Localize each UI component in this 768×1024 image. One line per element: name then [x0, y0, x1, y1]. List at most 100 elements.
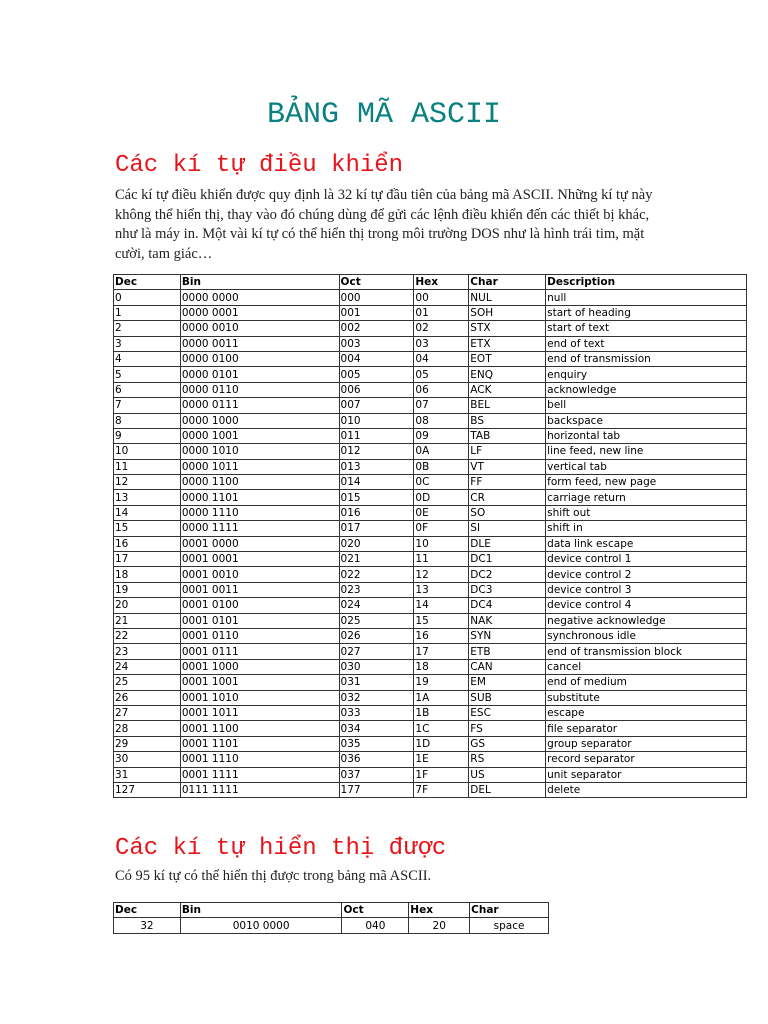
cell-hex: 0E: [413, 504, 470, 522]
cell-char: EM: [468, 674, 547, 691]
cell-dec: 31: [113, 766, 181, 783]
cell-bin: 0001 0101: [179, 612, 340, 629]
cell-description: form feed, new page: [545, 474, 747, 491]
cell-hex: 0B: [413, 458, 470, 476]
cell-hex: 12: [413, 566, 470, 583]
cell-char: EOT: [468, 350, 547, 368]
cell-char: STX: [468, 320, 547, 337]
cell-dec: 11: [113, 458, 181, 476]
column-header-hex: Hex: [408, 901, 471, 919]
column-header-char: Char: [469, 901, 549, 919]
table-row: 27 0001 1011 033 1B ESC escape: [113, 704, 747, 722]
cell-dec: 8: [113, 412, 181, 429]
cell-oct: 027: [338, 643, 415, 660]
cell-char: ETB: [468, 643, 547, 660]
cell-hex: 18: [413, 658, 470, 676]
cell-dec: 127: [113, 781, 181, 799]
cell-description: end of text: [545, 335, 747, 352]
cell-hex: 0F: [413, 520, 470, 537]
cell-description: vertical tab: [545, 458, 747, 476]
cell-hex: 13: [413, 581, 470, 599]
cell-description: enquiry: [545, 366, 747, 383]
cell-char: CR: [468, 489, 547, 506]
cell-description: device control 3: [545, 581, 747, 599]
table-row: 20 0001 0100 024 14 DC4 device control 4: [113, 597, 747, 614]
cell-description: end of transmission block: [545, 643, 747, 660]
cell-dec: 3: [113, 335, 181, 352]
cell-description: carriage return: [545, 489, 747, 506]
cell-bin: 0010 0000: [179, 917, 343, 934]
control-chars-table: Dec Bin Oct Hex Char Description 0 0000 0000 000…: [113, 273, 747, 799]
cell-dec: 28: [113, 720, 181, 737]
cell-description: start of heading: [545, 304, 747, 322]
cell-hex: 02: [413, 320, 470, 337]
cell-char: DC1: [468, 551, 547, 568]
cell-dec: 5: [113, 366, 181, 383]
table-row: 7 0000 0111 007 07 BEL bell: [113, 397, 747, 414]
cell-hex: 0A: [413, 443, 470, 460]
cell-char: TAB: [468, 427, 547, 445]
cell-oct: 007: [338, 397, 415, 414]
cell-dec: 6: [113, 381, 181, 399]
cell-dec: 26: [113, 689, 181, 706]
table-row: 5 0000 0101 005 05 ENQ enquiry: [113, 366, 747, 383]
cell-hex: 1A: [413, 689, 470, 706]
cell-char: NUL: [468, 289, 547, 306]
cell-oct: 011: [338, 427, 415, 445]
cell-description: negative acknowledge: [545, 612, 747, 629]
cell-char: ESC: [468, 704, 547, 722]
cell-bin: 0000 0010: [179, 320, 340, 337]
cell-oct: 004: [338, 350, 415, 368]
cell-dec: 9: [113, 427, 181, 445]
cell-description: file separator: [545, 720, 747, 737]
cell-description: end of medium: [545, 674, 747, 691]
cell-description: delete: [545, 781, 747, 799]
table-row: 10 0000 1010 012 0A LF line feed, new line: [113, 443, 747, 460]
cell-dec: 14: [113, 504, 181, 522]
cell-dec: 10: [113, 443, 181, 460]
cell-bin: 0000 0001: [179, 304, 340, 322]
cell-description: bell: [545, 397, 747, 414]
cell-hex: 0C: [413, 474, 470, 491]
cell-oct: 030: [338, 658, 415, 676]
section-heading-control-chars: Các kí tự điều khiển: [115, 152, 404, 179]
table-row: 26 0001 1010 032 1A SUB substitute: [113, 689, 747, 706]
cell-description: substitute: [545, 689, 747, 706]
cell-bin: 0111 1111: [179, 781, 340, 799]
cell-bin: 0001 1110: [179, 751, 340, 768]
cell-bin: 0000 0011: [179, 335, 340, 352]
cell-description: end of transmission: [545, 350, 747, 368]
cell-dec: 22: [113, 627, 181, 645]
cell-bin: 0000 0110: [179, 381, 340, 399]
column-header-dec: Dec: [113, 273, 181, 291]
cell-oct: 006: [338, 381, 415, 399]
cell-hex: 05: [413, 366, 470, 383]
cell-oct: 037: [338, 766, 415, 783]
column-header-dec: Dec: [113, 901, 181, 919]
cell-oct: 000: [338, 289, 415, 306]
cell-hex: 17: [413, 643, 470, 660]
cell-hex: 08: [413, 412, 470, 429]
cell-oct: 034: [338, 720, 415, 737]
cell-oct: 024: [338, 597, 415, 614]
cell-bin: 0001 1100: [179, 720, 340, 737]
cell-hex: 1F: [413, 766, 470, 783]
cell-hex: 20: [408, 917, 471, 934]
cell-dec: 32: [113, 917, 181, 934]
cell-bin: 0000 1101: [179, 489, 340, 506]
cell-bin: 0001 1101: [179, 735, 340, 753]
cell-oct: 020: [338, 535, 415, 553]
table-row: 1 0000 0001 001 01 SOH start of heading: [113, 304, 747, 322]
cell-oct: 001: [338, 304, 415, 322]
table-row: 2 0000 0010 002 02 STX start of text: [113, 320, 747, 337]
table-row: 13 0000 1101 015 0D CR carriage return: [113, 489, 747, 506]
cell-description: data link escape: [545, 535, 747, 553]
table-row: 4 0000 0100 004 04 EOT end of transmission: [113, 350, 747, 368]
cell-description: acknowledge: [545, 381, 747, 399]
cell-dec: 20: [113, 597, 181, 614]
cell-char: SO: [468, 504, 547, 522]
cell-char: ACK: [468, 381, 547, 399]
cell-bin: 0000 1110: [179, 504, 340, 522]
cell-dec: 16: [113, 535, 181, 553]
cell-hex: 10: [413, 535, 470, 553]
